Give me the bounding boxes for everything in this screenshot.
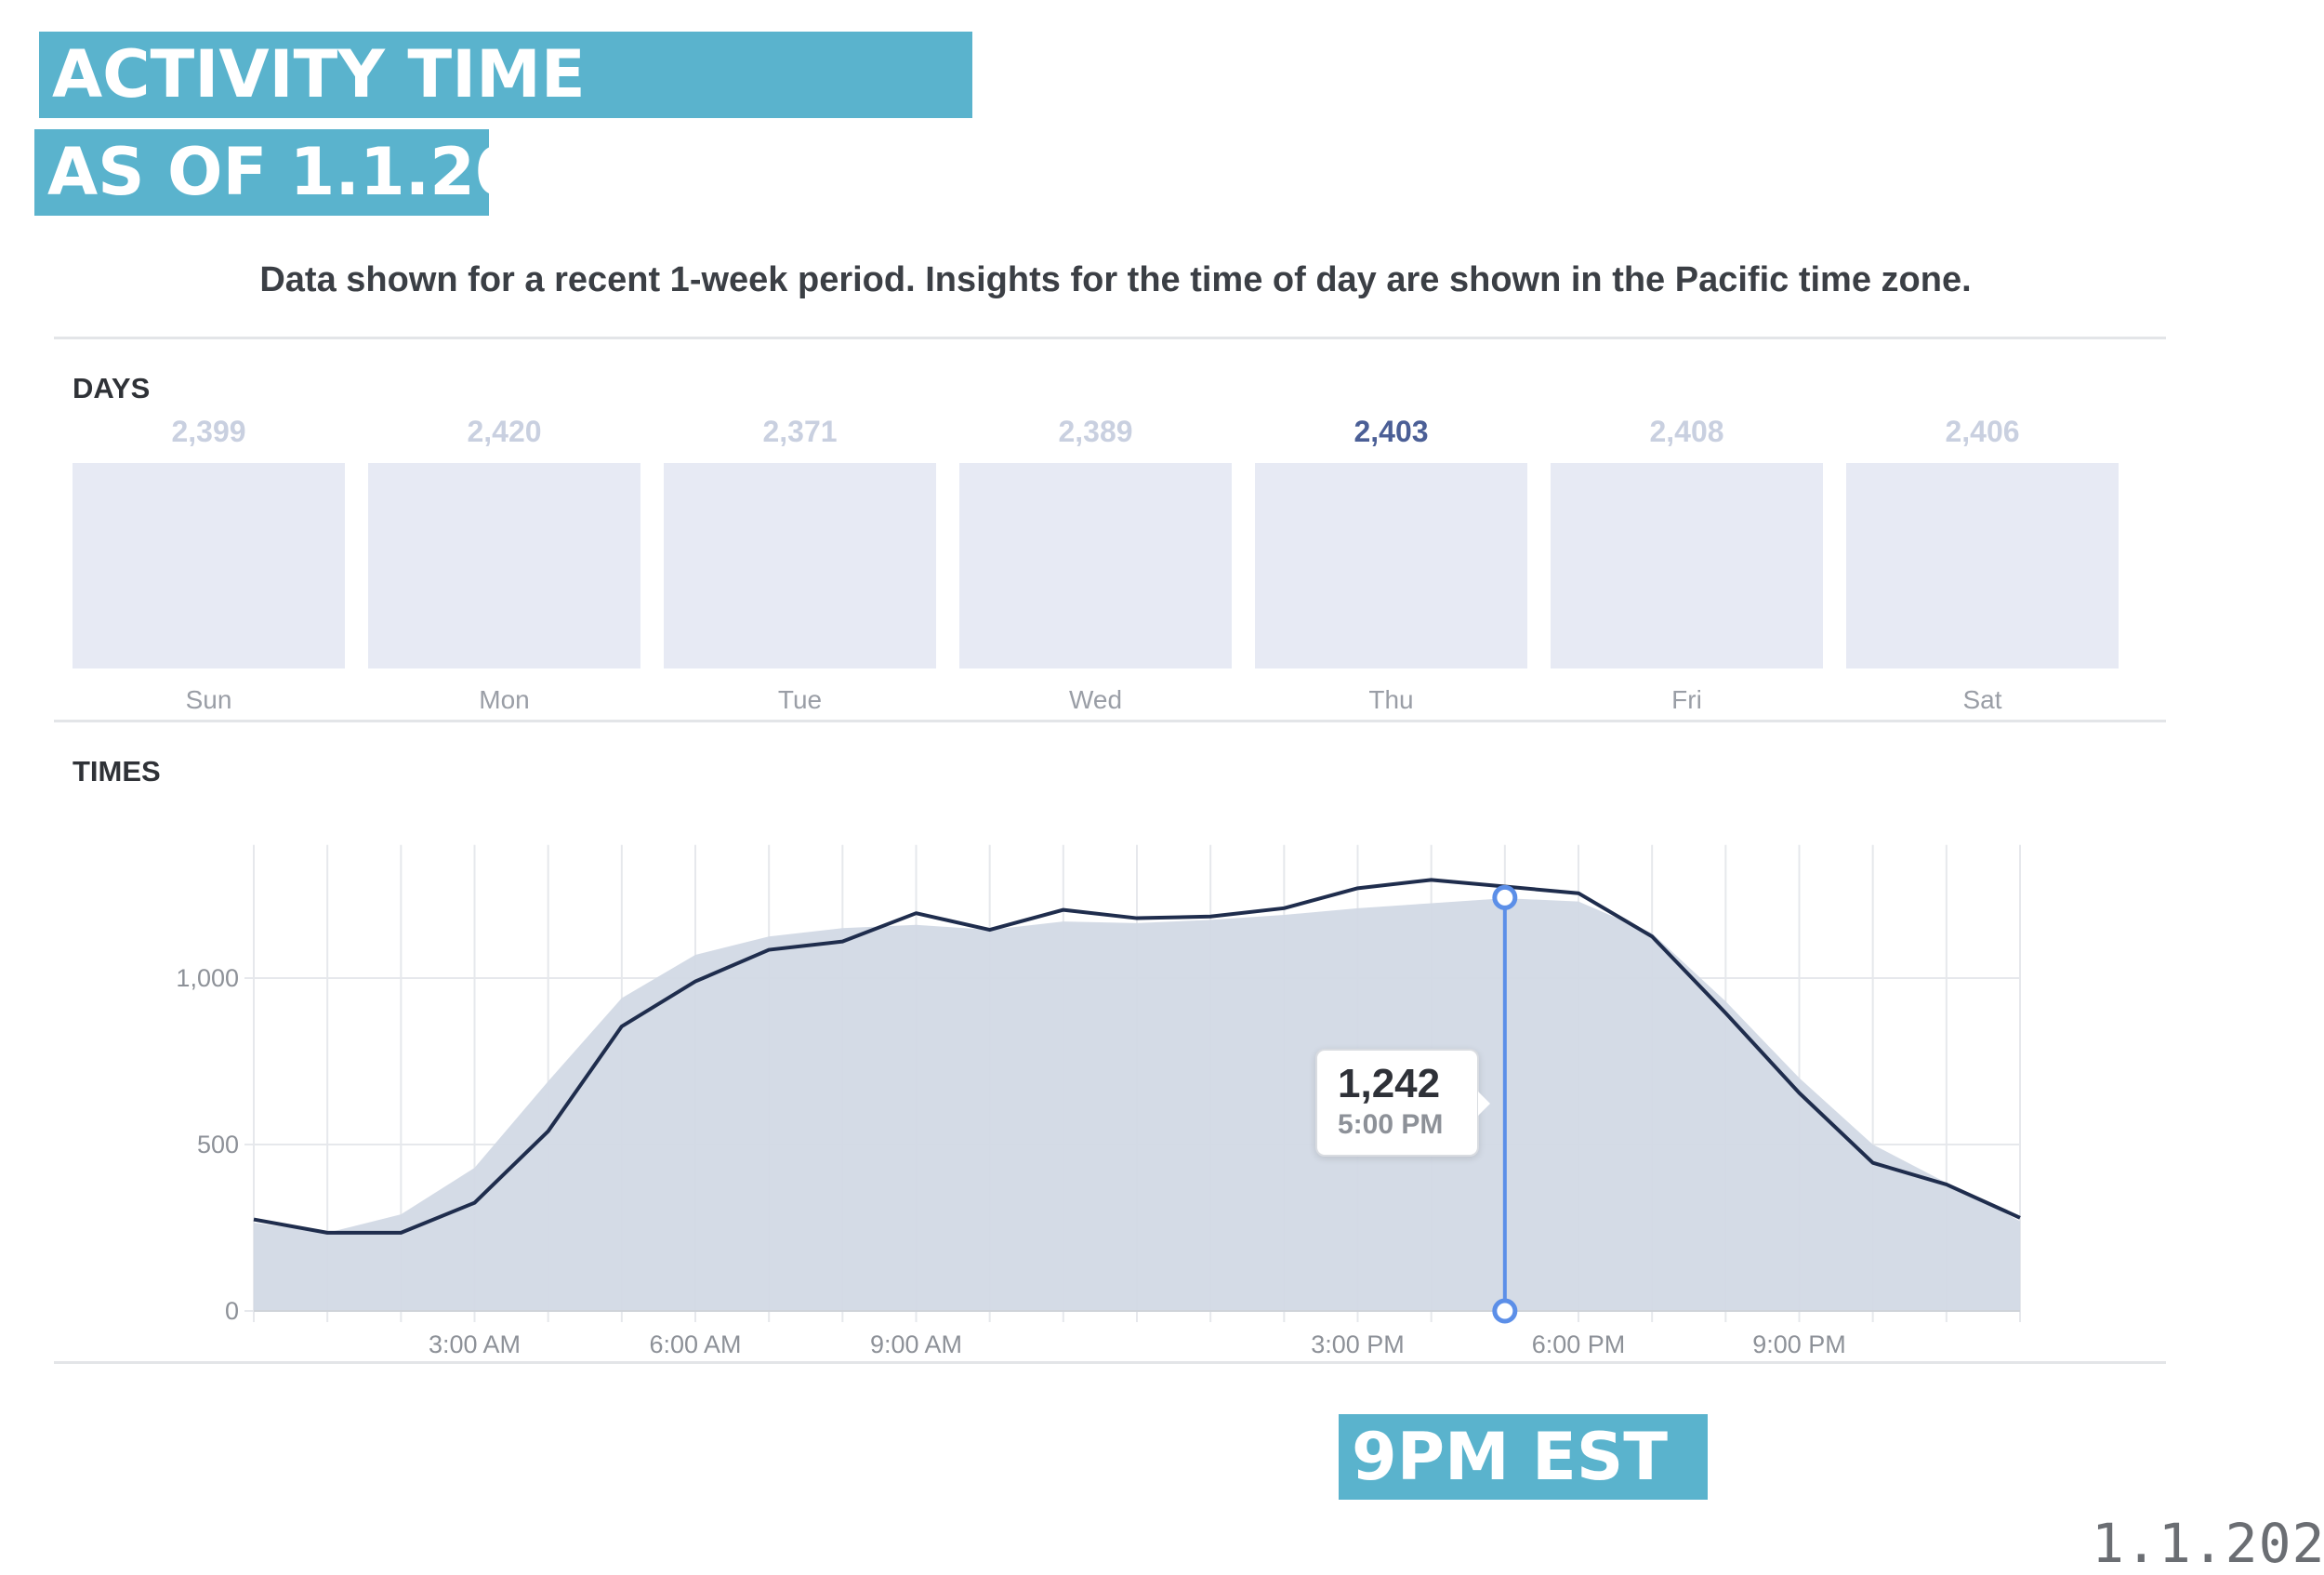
title-banner: ACTIVITY TIME: [39, 32, 972, 118]
area-series: [254, 898, 2020, 1311]
x-tick-label: 3:00 PM: [1311, 1330, 1405, 1358]
x-tick-label: 6:00 AM: [649, 1330, 741, 1358]
hover-cursor-bottom-handle: [1492, 1298, 1518, 1324]
day-column-fri[interactable]: 2,408 Fri: [1551, 409, 1823, 715]
divider-middle: [54, 720, 2166, 722]
day-bar[interactable]: [1846, 463, 2119, 668]
x-tick-label: 9:00 AM: [870, 1330, 962, 1358]
divider-bottom: [54, 1361, 2166, 1364]
y-tick-label: 0: [225, 1297, 239, 1325]
times-section-label: TIMES: [73, 755, 161, 788]
divider-top: [54, 337, 2166, 339]
day-label: Sat: [1962, 685, 2002, 714]
day-column-thu[interactable]: 2,403 Thu: [1255, 409, 1527, 715]
hover-tooltip: 1,242 5:00 PM: [1315, 1049, 1490, 1157]
est-annotation-banner: 9PM EST: [1339, 1414, 1708, 1500]
y-tick-label: 500: [197, 1131, 239, 1158]
footer-date: 1.1.2020: [2092, 1512, 2324, 1575]
day-label: Tue: [777, 685, 823, 714]
day-column-tue[interactable]: 2,371 Tue: [664, 409, 936, 715]
day-bar[interactable]: [1551, 463, 1823, 668]
as-of-banner: AS OF 1.1.20: [34, 129, 521, 216]
day-label: Fri: [1671, 685, 1702, 714]
day-label: Sun: [185, 685, 232, 714]
day-value: 2,406: [1945, 415, 2020, 448]
hover-cursor-top-handle: [1492, 884, 1518, 910]
day-column-mon[interactable]: 2,420 Mon: [368, 409, 640, 715]
day-label: Mon: [479, 685, 530, 714]
day-value: 2,389: [1058, 415, 1133, 448]
day-value: 2,420: [467, 415, 542, 448]
day-label: Thu: [1368, 685, 1414, 714]
tooltip-time: 5:00 PM: [1338, 1109, 1444, 1140]
page-subtitle: Data shown for a recent 1-week period. I…: [259, 260, 1972, 299]
x-tick-label: 6:00 PM: [1532, 1330, 1626, 1358]
day-bar[interactable]: [1255, 463, 1527, 668]
day-bar[interactable]: [664, 463, 936, 668]
x-tick-label: 9:00 PM: [1752, 1330, 1846, 1358]
day-value: 2,408: [1649, 415, 1724, 448]
day-bar[interactable]: [368, 463, 640, 668]
day-value: 2,403: [1353, 415, 1429, 448]
day-column-wed[interactable]: 2,389 Wed: [959, 409, 1232, 715]
day-bar[interactable]: [959, 463, 1232, 668]
day-label: Wed: [1068, 685, 1123, 714]
day-value: 2,399: [171, 415, 246, 448]
tooltip-value: 1,242: [1338, 1061, 1441, 1106]
times-line-chart: 0 500 1,000 3:00 AM 6:00 AM 9:00 AM 3:00 PM 6:0…: [176, 844, 2021, 1358]
y-tick-label: 1,000: [176, 964, 239, 992]
day-column-sun[interactable]: 2,399 Sun: [73, 409, 345, 715]
line-series: [253, 878, 2021, 1235]
x-tick-label: 3:00 AM: [429, 1330, 521, 1358]
day-value: 2,371: [762, 415, 838, 448]
days-section-label: DAYS: [73, 372, 151, 404]
day-column-sat[interactable]: 2,406 Sat: [1846, 409, 2119, 715]
day-bar[interactable]: [73, 463, 345, 668]
